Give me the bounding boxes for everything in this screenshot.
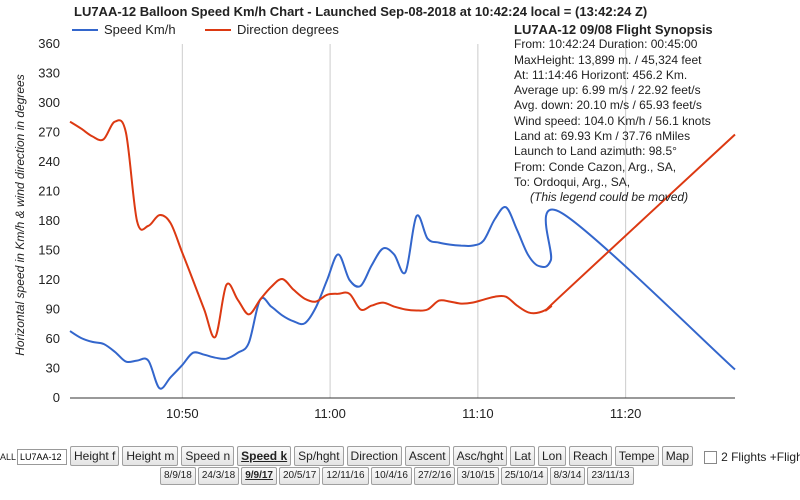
y-tick-label: 270 [38, 125, 60, 140]
chart-button-map[interactable]: Map [661, 445, 694, 466]
y-tick-label: 120 [38, 272, 60, 287]
callsign-input[interactable] [17, 449, 68, 465]
chart-button-height-m[interactable]: Height m [122, 445, 179, 466]
flight-date-button[interactable]: 23/11/13 [587, 467, 634, 485]
all-label: ALL [0, 452, 17, 462]
y-tick-label: 30 [46, 361, 60, 376]
chart-button-speed-n[interactable]: Speed n [181, 445, 235, 466]
x-tick-label: 11:20 [610, 406, 642, 421]
chart-button-sp-hght[interactable]: Sp/hght [294, 445, 344, 466]
flight-date-button[interactable]: 9/9/17 [241, 467, 277, 485]
y-tick-label: 90 [46, 302, 60, 317]
chart-button-lat[interactable]: Lat [510, 445, 535, 466]
legend-label-direction: Direction degrees [237, 22, 339, 37]
chart-button-lon[interactable]: Lon [537, 445, 566, 466]
synopsis-line: At: 11:14:46 Horizont: 456.2 Km. [514, 67, 688, 82]
x-tick-label: 10:50 [166, 406, 199, 421]
chart-button-tempe[interactable]: Tempe [614, 445, 659, 466]
chart-button-reach[interactable]: Reach [569, 445, 612, 466]
legend-item-direction[interactable]: Direction degrees [205, 22, 339, 37]
synopsis-line: Launch to Land azimuth: 98.5° [514, 144, 677, 159]
x-tick-label: 11:00 [314, 406, 346, 421]
flight-date-button[interactable]: 8/9/18 [160, 467, 196, 485]
y-tick-label: 150 [38, 243, 60, 258]
y-axis-label: Horizontal speed in Km/h & wind directio… [13, 74, 27, 356]
flight-synopsis[interactable]: LU7AA-12 09/08 Flight Synopsis From: 10:… [514, 22, 713, 206]
flight-date-button[interactable]: 20/5/17 [279, 467, 321, 485]
chart-button-direction[interactable]: Direction [346, 445, 402, 466]
chart-button-ascent[interactable]: Ascent [404, 445, 450, 466]
flight-date-button[interactable]: 27/2/16 [413, 467, 456, 485]
x-tick-label: 11:10 [462, 406, 494, 421]
synopsis-line: From: Conde Cazon, Arg., SA, [514, 159, 677, 174]
y-tick-label: 180 [38, 213, 60, 228]
chart-button-height-f[interactable]: Height f [70, 445, 120, 466]
y-tick-label: 300 [38, 95, 60, 110]
synopsis-line: To: Ordoqui, Arg., SA, [514, 174, 631, 189]
chart-title: LU7AA-12 Balloon Speed Km/h Chart - Laun… [74, 4, 648, 19]
synopsis-line: Land at: 69.93 Km / 37.76 nMiles [514, 129, 691, 144]
synopsis-line: MaxHeight: 13,899 m. / 45,324 feet [514, 52, 702, 67]
series-line-direction [69, 119, 736, 339]
synopsis-line: Wind speed: 104.0 Km/h / 56.1 knots [514, 113, 711, 128]
y-tick-label: 360 [38, 36, 60, 51]
flight-date-buttons: 8/9/18 24/3/18 9/9/17 20/5/17 12/11/16 10/4/1… [160, 467, 636, 485]
series-line-speed [69, 205, 736, 390]
y-tick-label: 240 [38, 154, 60, 169]
two-flights-checkbox[interactable] [704, 450, 718, 464]
y-tick-label: 60 [46, 331, 60, 346]
legend-swatch-direction [205, 28, 231, 31]
y-tick-label: 210 [38, 184, 60, 199]
y-tick-label: 330 [38, 66, 60, 81]
legend-item-speed[interactable]: Speed Km/h [72, 22, 176, 37]
chart-type-buttons: Height f Height m Speed n Speed k Sp/hght Dir… [70, 445, 696, 469]
flight-date-button[interactable]: 8/3/14 [549, 467, 586, 485]
flight-date-button[interactable]: 12/11/16 [322, 467, 369, 485]
synopsis-note: (This legend could be moved) [530, 190, 689, 205]
synopsis-heading: LU7AA-12 09/08 Flight Synopsis [514, 22, 713, 37]
flight-date-button[interactable]: 25/10/14 [500, 467, 548, 485]
legend-label-speed: Speed Km/h [104, 22, 176, 37]
two-flights-label: 2 Flights +Flight [721, 450, 800, 464]
chart-button-asc-hght[interactable]: Asc/hght [452, 445, 508, 466]
y-tick-label: 0 [53, 390, 60, 405]
speed-direction-chart: 10:50 11:00 11:10 11:20 0 30 60 90 120 150 180 210 2… [38, 36, 736, 421]
flight-date-button[interactable]: 3/10/15 [457, 467, 499, 485]
legend-swatch-speed [72, 28, 98, 31]
synopsis-line: Avg. down: 20.10 m/s / 65.93 feet/s [514, 98, 702, 113]
chart-button-speed-k[interactable]: Speed k [237, 445, 292, 466]
synopsis-line: From: 10:42:24 Duration: 00:45:00 [514, 37, 698, 52]
flight-date-button[interactable]: 24/3/18 [197, 467, 240, 485]
synopsis-line: Average up: 6.99 m/s / 22.92 feet/s [514, 83, 701, 98]
flight-date-button[interactable]: 10/4/16 [370, 467, 412, 485]
